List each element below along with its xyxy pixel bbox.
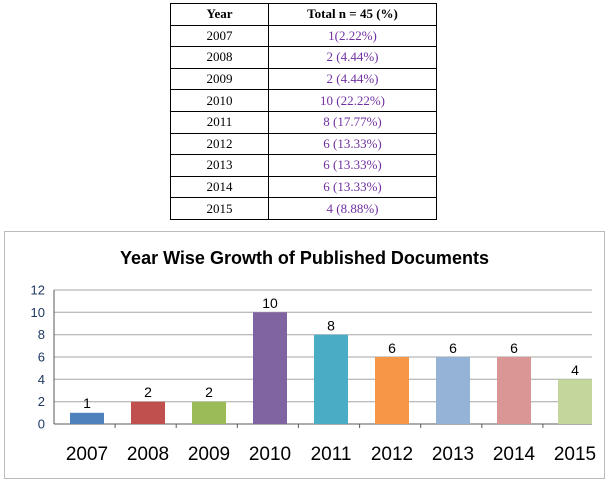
svg-text:2012: 2012	[371, 444, 413, 465]
svg-text:10: 10	[262, 295, 278, 311]
svg-text:2011: 2011	[311, 444, 352, 465]
svg-text:2: 2	[38, 394, 45, 409]
svg-text:2010: 2010	[249, 444, 291, 465]
svg-text:10: 10	[31, 305, 45, 320]
svg-text:2015: 2015	[554, 444, 596, 465]
svg-text:2007: 2007	[66, 444, 108, 465]
svg-text:8: 8	[38, 327, 45, 342]
svg-text:2: 2	[144, 384, 152, 400]
svg-text:4: 4	[571, 362, 579, 378]
svg-text:6: 6	[388, 340, 396, 356]
svg-text:6: 6	[510, 340, 518, 356]
svg-text:12: 12	[31, 283, 45, 298]
svg-text:2008: 2008	[127, 444, 169, 465]
svg-text:0: 0	[38, 417, 45, 432]
svg-text:2: 2	[205, 384, 213, 400]
svg-text:1: 1	[83, 395, 91, 411]
svg-text:6: 6	[449, 340, 457, 356]
svg-text:8: 8	[327, 318, 335, 334]
svg-text:2013: 2013	[432, 444, 474, 465]
svg-text:4: 4	[38, 372, 45, 387]
svg-text:2014: 2014	[493, 444, 536, 465]
svg-text:2009: 2009	[188, 444, 230, 465]
svg-text:6: 6	[38, 350, 45, 365]
